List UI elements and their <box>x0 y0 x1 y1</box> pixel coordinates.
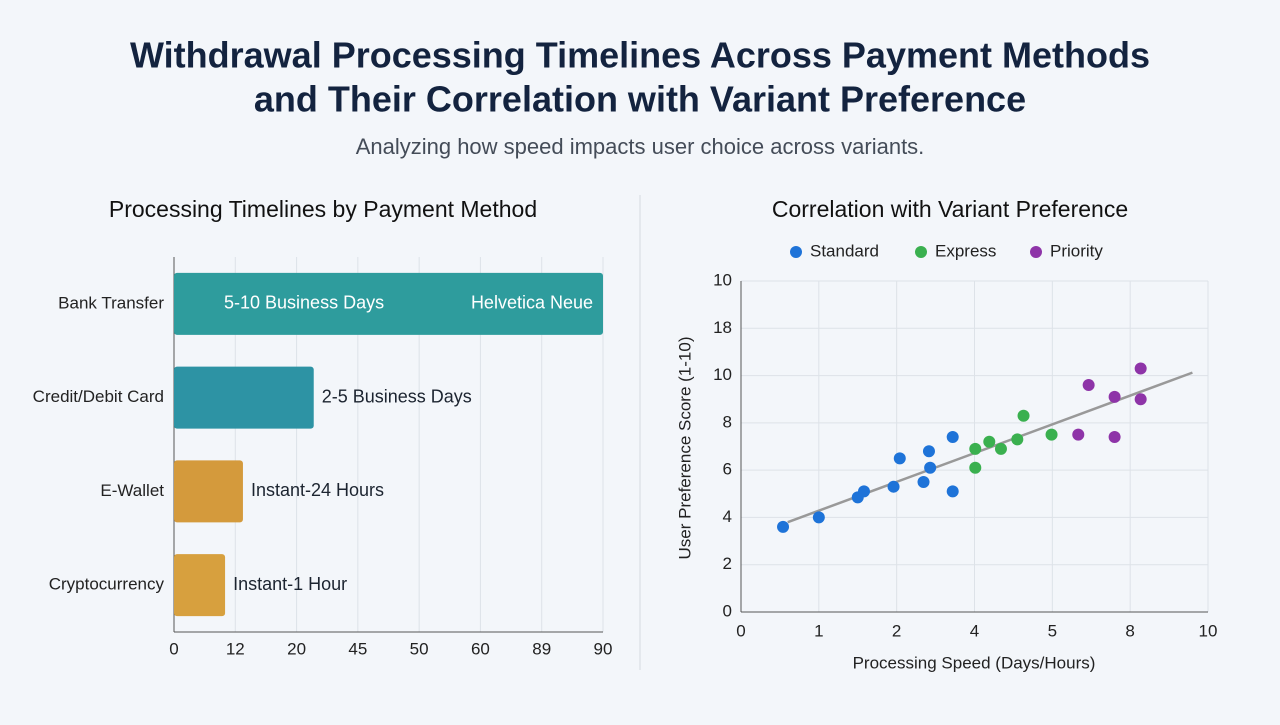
bar <box>174 554 226 617</box>
legend-label: Express <box>935 241 996 260</box>
point <box>969 442 982 455</box>
subtitle: Analyzing how speed impacts user choice … <box>356 134 925 159</box>
legend-marker <box>915 246 927 258</box>
x-tick-label: 4 <box>970 621 979 640</box>
chart-title: Correlation with Variant Preference <box>772 196 1128 222</box>
point <box>917 475 930 488</box>
point <box>857 485 870 498</box>
y-tick-label: 4 <box>723 507 732 526</box>
x-tick-label: 60 <box>471 639 490 658</box>
legend-marker <box>790 246 802 258</box>
x-tick-label: 90 <box>594 639 613 658</box>
point <box>1108 390 1121 403</box>
x-tick-label: 0 <box>169 639 178 658</box>
bar-label: Instant-24 Hours <box>251 480 384 500</box>
bar-label: 5-10 Business Days <box>224 293 384 313</box>
point <box>983 435 996 448</box>
x-tick-label: 12 <box>226 639 245 658</box>
legend-label: Priority <box>1050 241 1103 260</box>
bar <box>174 460 243 523</box>
legend-label: Standard <box>810 241 879 260</box>
y-tick-label: 10 <box>713 270 732 289</box>
point <box>1017 409 1030 422</box>
point <box>946 431 959 444</box>
category-label: Credit/Debit Card <box>33 387 164 406</box>
x-tick-label: 0 <box>736 621 745 640</box>
point <box>893 452 906 465</box>
y-tick-label: 10 <box>713 365 732 384</box>
y-axis-label: User Preference Score (1-10) <box>675 337 694 560</box>
chart-title: Processing Timelines by Payment Method <box>109 196 537 222</box>
x-tick-label: 89 <box>532 639 551 658</box>
legend-marker <box>1030 246 1042 258</box>
x-tick-label: 5 <box>1048 621 1057 640</box>
x-tick-label: 8 <box>1125 621 1134 640</box>
point <box>1072 428 1085 441</box>
point <box>1134 393 1147 406</box>
title: and Their Correlation with Variant Prefe… <box>254 79 1026 120</box>
category-label: Bank Transfer <box>58 293 164 312</box>
x-tick-label: 45 <box>348 639 367 658</box>
category-label: Cryptocurrency <box>49 575 165 594</box>
point <box>812 511 825 524</box>
bar-label: Instant-1 Hour <box>233 574 347 594</box>
bar-label: 2-5 Business Days <box>322 386 472 406</box>
point <box>1082 379 1095 392</box>
point <box>994 442 1007 455</box>
category-label: E-Wallet <box>100 481 164 500</box>
x-axis-label: Processing Speed (Days/Hours) <box>853 653 1096 672</box>
y-tick-label: 18 <box>713 318 732 337</box>
x-tick-label: 20 <box>287 639 306 658</box>
point <box>969 461 982 474</box>
x-tick-label: 50 <box>410 639 429 658</box>
x-tick-label: 10 <box>1199 621 1218 640</box>
y-tick-label: 2 <box>723 554 732 573</box>
point <box>1011 433 1024 446</box>
x-tick-label: 2 <box>892 621 901 640</box>
y-tick-label: 8 <box>723 412 732 431</box>
point <box>924 461 937 474</box>
y-tick-label: 0 <box>723 601 732 620</box>
point <box>1134 362 1147 375</box>
bar-annotation: Helvetica Neue <box>471 293 593 313</box>
bar <box>174 366 314 429</box>
point <box>1045 428 1058 441</box>
x-tick-label: 1 <box>814 621 823 640</box>
point <box>922 445 935 458</box>
point <box>946 485 959 498</box>
bar <box>174 272 603 335</box>
point <box>777 520 790 533</box>
point <box>1108 431 1121 444</box>
title: Withdrawal Processing Timelines Across P… <box>130 35 1150 76</box>
y-tick-label: 6 <box>723 460 732 479</box>
point <box>887 480 900 493</box>
